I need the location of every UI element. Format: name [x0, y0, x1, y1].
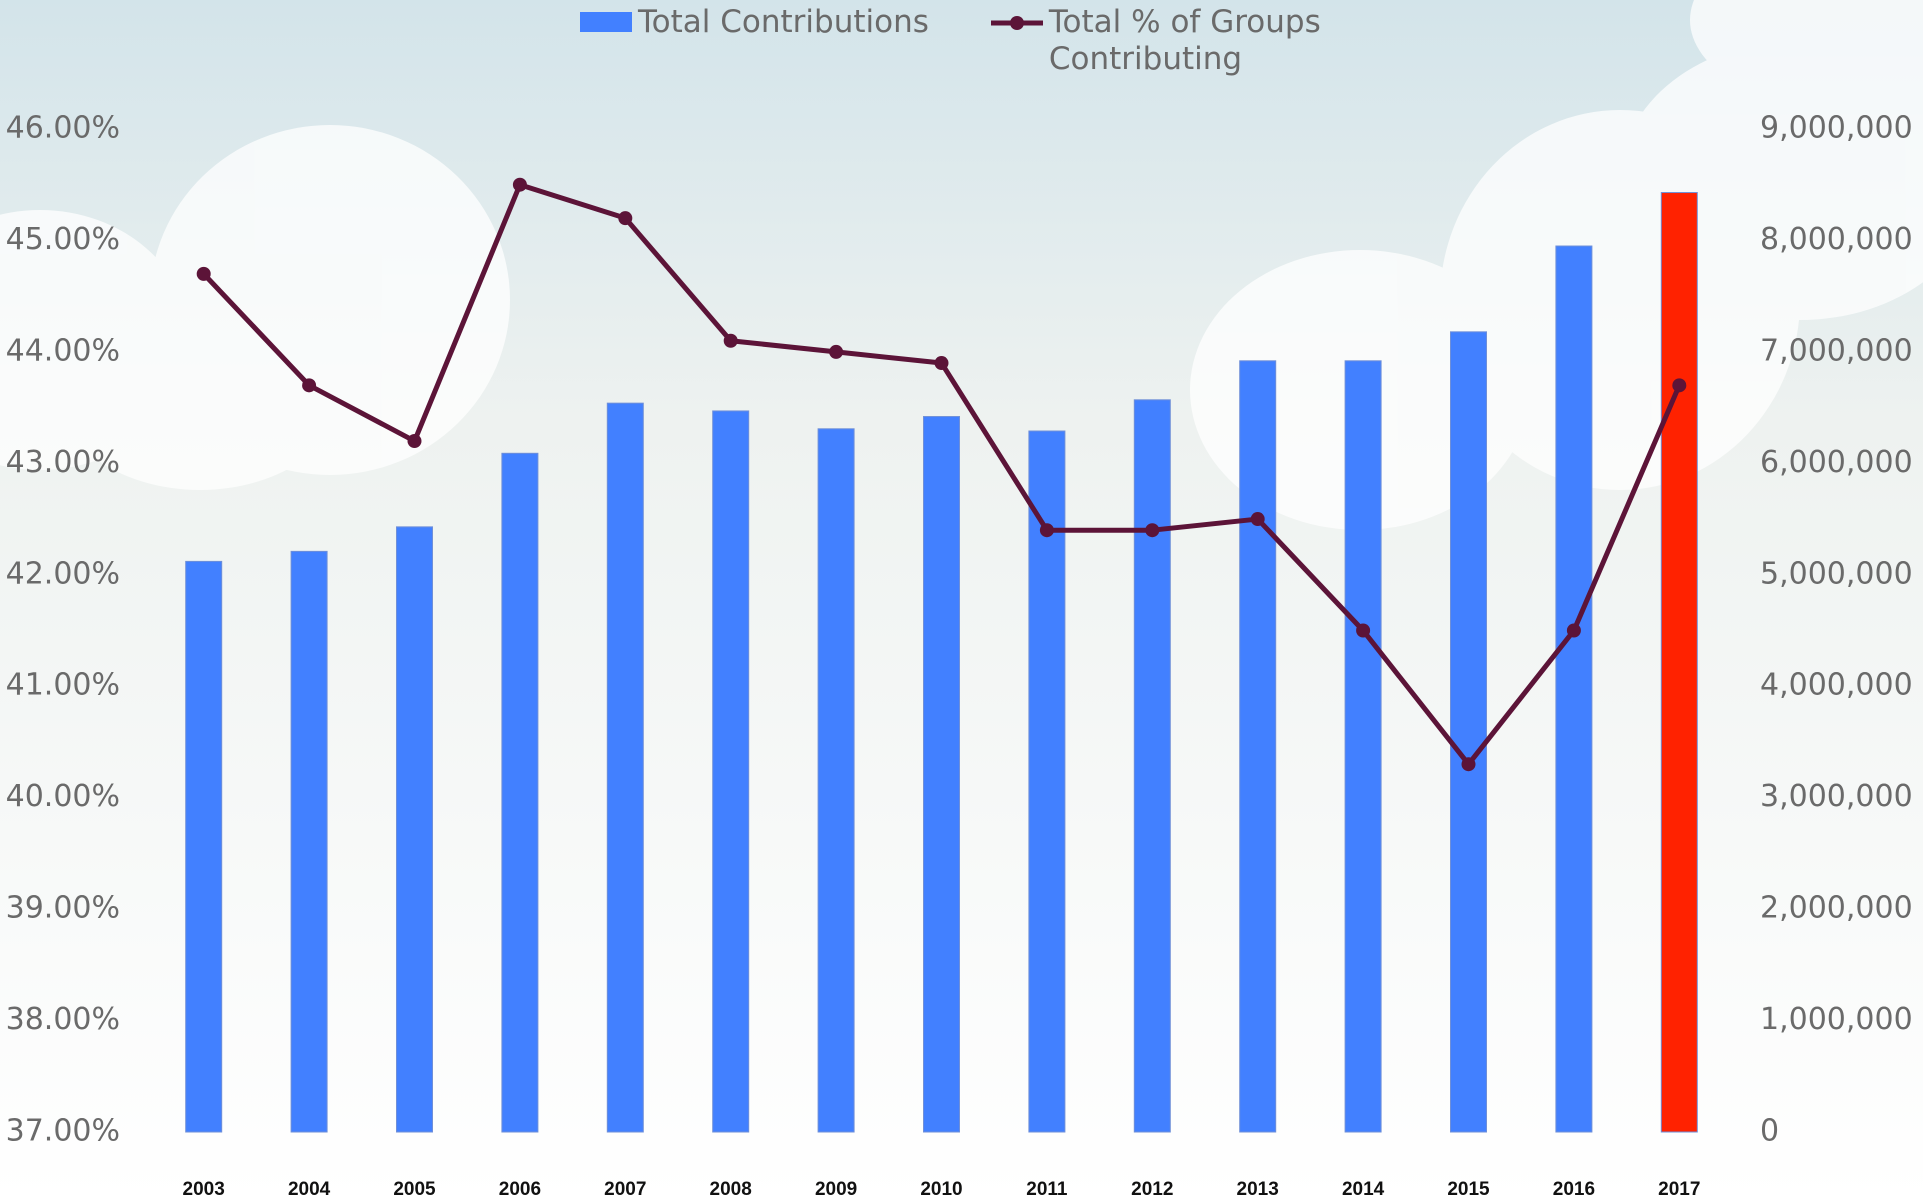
- marker: [197, 267, 211, 281]
- marker: [935, 356, 949, 370]
- marker: [408, 434, 422, 448]
- y2-tick-label: 5,000,000: [1760, 556, 1913, 591]
- y2-tick-label: 8,000,000: [1760, 222, 1913, 257]
- x-tick-label: 2016: [1553, 1179, 1595, 1200]
- bar: [818, 429, 854, 1132]
- bar: [1134, 400, 1170, 1132]
- legend-label: Total % of Groups Contributing: [1049, 4, 1389, 78]
- marker: [302, 378, 316, 392]
- x-tick-label: 2006: [499, 1179, 541, 1200]
- bar: [291, 551, 327, 1132]
- marker: [1567, 624, 1581, 638]
- marker: [1672, 378, 1686, 392]
- bar: [1451, 332, 1487, 1132]
- x-tick-label: 2005: [393, 1179, 436, 1200]
- bar: [607, 403, 643, 1132]
- legend-swatch: [989, 4, 1045, 41]
- y-tick-label: 42.00%: [6, 556, 120, 591]
- marker: [724, 334, 738, 348]
- y-tick-label: 41.00%: [6, 668, 120, 703]
- marker: [1145, 523, 1159, 537]
- y-tick-label: 38.00%: [6, 1002, 120, 1037]
- marker: [1040, 523, 1054, 537]
- x-tick-label: 2007: [604, 1179, 646, 1200]
- y-tick-label: 37.00%: [6, 1114, 120, 1149]
- bar: [502, 453, 538, 1132]
- marker: [1251, 512, 1265, 526]
- y-tick-label: 46.00%: [6, 111, 120, 146]
- x-tick-label: 2015: [1447, 1179, 1490, 1200]
- page: 37.00% 38.00% 39.00% 40.00% 41.00% 42.00% 43.0…: [0, 0, 1923, 1201]
- x-tick-label: 2003: [183, 1179, 225, 1200]
- bar: [1556, 246, 1592, 1132]
- legend-item: Total Contributions: [578, 4, 929, 78]
- bar: [924, 417, 960, 1132]
- marker: [513, 178, 527, 192]
- x-tick-label: 2004: [288, 1179, 331, 1200]
- y-tick-label: 45.00%: [6, 222, 120, 257]
- marker: [618, 211, 632, 225]
- x-tick-label: 2009: [815, 1179, 857, 1200]
- legend-item: Total % of Groups Contributing: [989, 4, 1389, 78]
- marker: [1462, 757, 1476, 771]
- y2-tick-label: 1,000,000: [1760, 1002, 1913, 1037]
- y2-tick-label: 0: [1760, 1114, 1779, 1149]
- y-tick-label: 40.00%: [6, 779, 120, 814]
- bar: [186, 561, 222, 1132]
- y2-tick-label: 9,000,000: [1760, 111, 1913, 146]
- y2-tick-label: 4,000,000: [1760, 668, 1913, 703]
- y-tick-label: 43.00%: [6, 445, 120, 480]
- y2-tick-label: 6,000,000: [1760, 445, 1913, 480]
- x-tick-label: 2010: [920, 1179, 962, 1200]
- x-tick-label: 2014: [1342, 1179, 1385, 1200]
- marker: [829, 345, 843, 359]
- x-tick-label: 2012: [1131, 1179, 1173, 1200]
- legend-swatch: [578, 4, 634, 41]
- y2-tick-label: 3,000,000: [1760, 779, 1913, 814]
- y2-tick-label: 2,000,000: [1760, 891, 1913, 926]
- bar: [1240, 361, 1276, 1132]
- x-tick-label: 2013: [1237, 1179, 1279, 1200]
- y-tick-label: 39.00%: [6, 891, 120, 926]
- bar: [397, 527, 433, 1132]
- x-tick-label: 2008: [710, 1179, 752, 1200]
- legend: Total Contributions Total % of Groups Co…: [578, 4, 1389, 78]
- chart: 37.00% 38.00% 39.00% 40.00% 41.00% 42.00% 43.0…: [0, 0, 1923, 1201]
- y-tick-label: 44.00%: [6, 333, 120, 368]
- y2-tick-label: 7,000,000: [1760, 333, 1913, 368]
- legend-label: Total Contributions: [638, 4, 929, 41]
- x-tick-label: 2011: [1026, 1179, 1068, 1200]
- bar: [1661, 193, 1697, 1132]
- bar: [713, 411, 749, 1132]
- x-tick-label: 2017: [1658, 1179, 1700, 1200]
- marker: [1356, 624, 1370, 638]
- bar: [1345, 361, 1381, 1132]
